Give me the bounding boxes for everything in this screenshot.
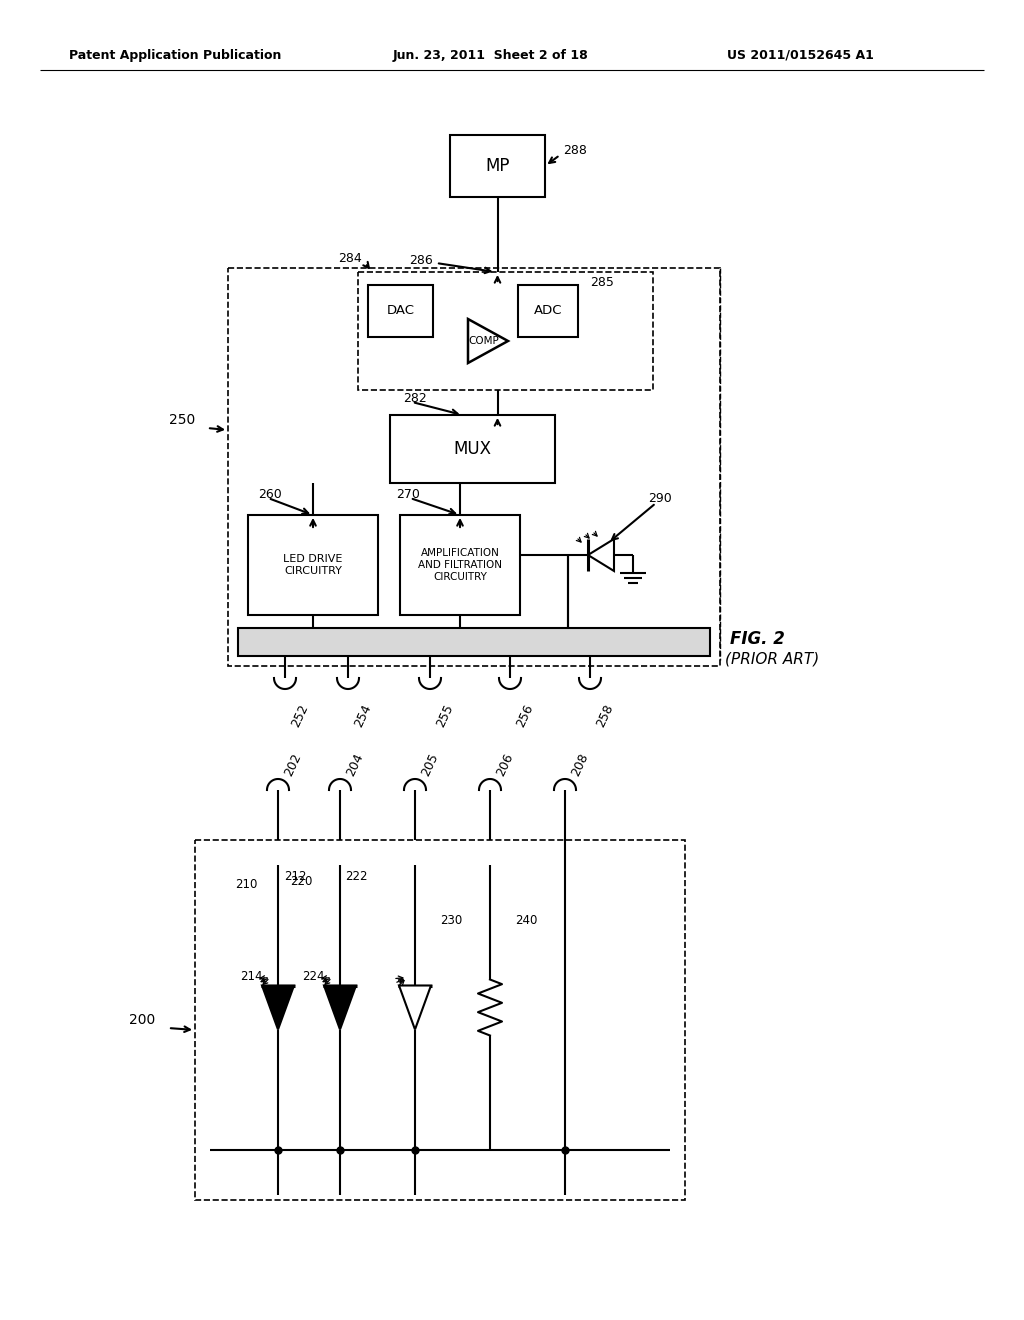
Text: 220: 220 bbox=[290, 875, 312, 888]
Text: 200: 200 bbox=[129, 1012, 155, 1027]
Text: ADC: ADC bbox=[534, 305, 562, 318]
Text: 202: 202 bbox=[282, 751, 304, 777]
Text: 284: 284 bbox=[338, 252, 362, 264]
Text: 204: 204 bbox=[344, 751, 366, 777]
Polygon shape bbox=[399, 986, 431, 1030]
Text: 208: 208 bbox=[569, 751, 591, 777]
Polygon shape bbox=[262, 986, 294, 1030]
Bar bbox=[195, 840, 685, 1200]
Text: 214: 214 bbox=[241, 970, 263, 983]
Text: AMPLIFICATION
AND FILTRATION
CIRCUITRY: AMPLIFICATION AND FILTRATION CIRCUITRY bbox=[418, 548, 502, 582]
Text: Patent Application Publication: Patent Application Publication bbox=[69, 49, 282, 62]
Bar bbox=[368, 285, 433, 337]
Bar bbox=[228, 268, 720, 667]
Bar bbox=[248, 515, 378, 615]
Text: 254: 254 bbox=[352, 702, 374, 729]
Text: 250: 250 bbox=[169, 413, 195, 426]
Bar bbox=[238, 628, 710, 656]
Bar bbox=[518, 285, 578, 337]
Text: 282: 282 bbox=[403, 392, 427, 404]
Text: US 2011/0152645 A1: US 2011/0152645 A1 bbox=[727, 49, 873, 62]
Polygon shape bbox=[324, 986, 356, 1030]
Text: 270: 270 bbox=[396, 487, 420, 500]
Text: 288: 288 bbox=[563, 144, 587, 157]
Bar bbox=[390, 414, 555, 483]
Text: 222: 222 bbox=[345, 870, 368, 883]
Text: 210: 210 bbox=[236, 878, 258, 891]
Text: 255: 255 bbox=[434, 702, 456, 729]
Text: 290: 290 bbox=[648, 491, 672, 504]
Text: MP: MP bbox=[485, 157, 510, 176]
Text: 260: 260 bbox=[258, 487, 282, 500]
Text: DAC: DAC bbox=[386, 305, 415, 318]
Text: 256: 256 bbox=[514, 702, 536, 729]
Text: 252: 252 bbox=[289, 702, 311, 729]
Text: 205: 205 bbox=[419, 751, 441, 777]
Text: 206: 206 bbox=[494, 751, 516, 777]
Bar bbox=[358, 272, 653, 389]
Text: 230: 230 bbox=[440, 913, 462, 927]
Text: LED DRIVE
CIRCUITRY: LED DRIVE CIRCUITRY bbox=[284, 554, 343, 576]
Bar bbox=[400, 515, 520, 615]
Text: FIG. 2: FIG. 2 bbox=[730, 630, 784, 648]
Text: 240: 240 bbox=[515, 913, 538, 927]
Bar bbox=[450, 135, 545, 197]
Text: 285: 285 bbox=[590, 276, 613, 289]
Text: MUX: MUX bbox=[454, 440, 492, 458]
Text: 258: 258 bbox=[594, 702, 615, 729]
Text: Jun. 23, 2011  Sheet 2 of 18: Jun. 23, 2011 Sheet 2 of 18 bbox=[392, 49, 588, 62]
Text: 212: 212 bbox=[284, 870, 306, 883]
Text: COMP: COMP bbox=[469, 337, 500, 346]
Text: (PRIOR ART): (PRIOR ART) bbox=[725, 652, 819, 667]
Text: 224: 224 bbox=[302, 970, 325, 983]
Text: 286: 286 bbox=[410, 253, 433, 267]
